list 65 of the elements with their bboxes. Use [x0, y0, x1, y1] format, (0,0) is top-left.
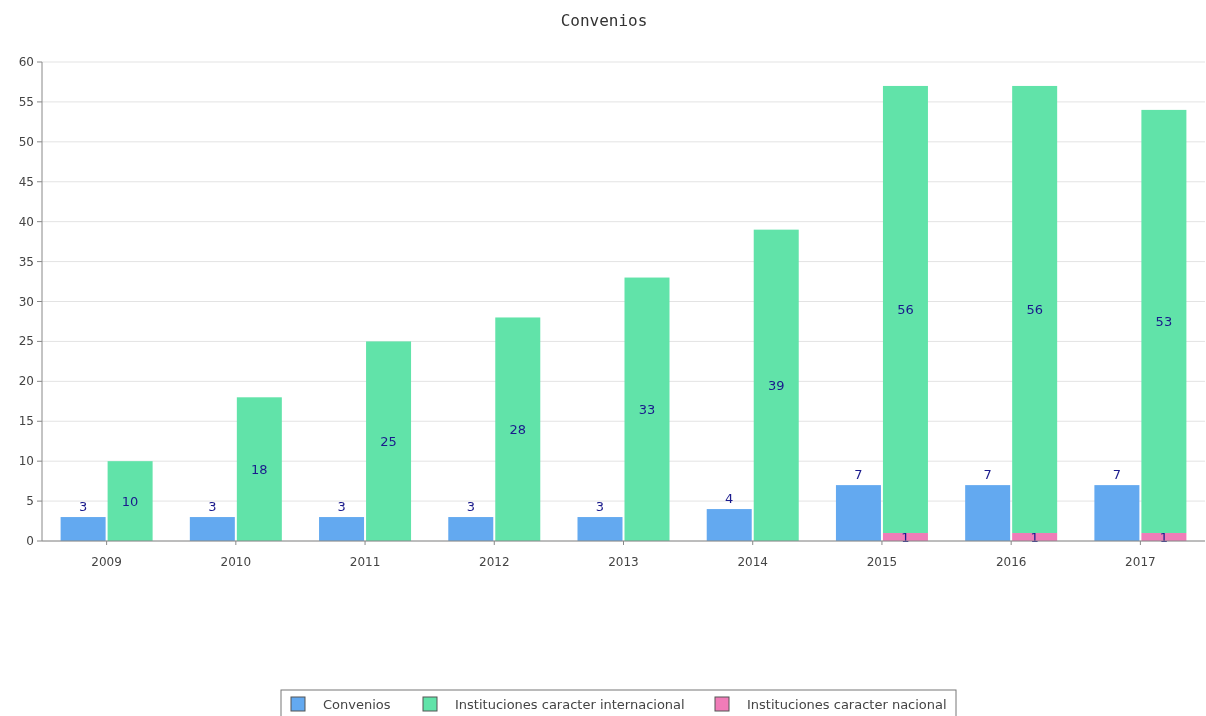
x-tick-label: 2015	[866, 555, 898, 569]
chart-title: Convenios	[560, 11, 648, 30]
legend-label: Instituciones caracter nacional	[747, 697, 947, 712]
bar	[577, 517, 623, 541]
x-tick-label: 2010	[220, 555, 252, 569]
data-label: 28	[509, 422, 527, 438]
y-tick-label: 50	[18, 134, 34, 149]
x-tick-label: 2016	[995, 555, 1027, 569]
data-label: 1	[1159, 530, 1169, 546]
data-label: 7	[983, 467, 992, 483]
data-label: 53	[1155, 314, 1173, 330]
y-tick-label: 25	[18, 334, 34, 349]
y-tick-label: 20	[18, 374, 34, 389]
bar	[965, 485, 1011, 541]
y-tick-label: 0	[26, 534, 34, 548]
data-label: 3	[337, 499, 346, 515]
bar	[495, 317, 541, 541]
data-label: 39	[767, 378, 785, 394]
data-label: 7	[1112, 467, 1122, 483]
bar	[60, 517, 106, 541]
legend-label: Instituciones caracter internacional	[455, 697, 685, 712]
bar	[1012, 85, 1058, 534]
data-label: 25	[380, 434, 397, 450]
bar	[624, 277, 670, 541]
data-label: 56	[897, 302, 914, 318]
bar	[1094, 485, 1140, 541]
y-tick-label: 55	[18, 94, 34, 109]
bar	[236, 397, 282, 541]
bar	[189, 517, 235, 541]
data-label: 18	[251, 462, 268, 478]
x-tick-label: 2013	[608, 555, 639, 569]
data-label: 3	[208, 499, 217, 515]
y-tick-label: 5	[26, 494, 34, 509]
y-tick-label: 35	[18, 254, 34, 269]
data-label: 56	[1026, 302, 1043, 318]
data-label: 3	[466, 499, 475, 515]
bar	[706, 509, 752, 541]
y-tick-label: 40	[18, 214, 34, 229]
bar	[319, 517, 365, 541]
data-label: 1	[901, 530, 910, 546]
bar	[882, 85, 928, 534]
y-tick-label: 45	[18, 174, 34, 189]
y-tick-label: 60	[18, 55, 34, 69]
bar	[366, 341, 412, 541]
bar	[107, 461, 153, 541]
bar	[753, 229, 799, 541]
bar	[1141, 109, 1187, 534]
bar	[448, 517, 494, 541]
y-tick-label: 30	[18, 294, 34, 309]
x-tick-label: 2011	[349, 555, 381, 569]
bar	[835, 485, 881, 541]
data-label: 3	[595, 499, 605, 515]
y-tick-label: 15	[18, 414, 34, 429]
legend-label: Convenios	[323, 697, 391, 712]
data-label: 3	[78, 499, 88, 515]
data-label: 7	[854, 467, 863, 483]
data-label: 10	[121, 494, 139, 510]
data-label: 4	[725, 491, 734, 507]
x-tick-label: 2009	[91, 555, 122, 569]
data-label: 33	[638, 402, 656, 418]
x-tick-label: 2014	[737, 555, 768, 569]
y-tick-label: 10	[18, 454, 34, 469]
x-tick-label: 2017	[1125, 555, 1156, 569]
x-tick-label: 2012	[479, 555, 510, 569]
data-label: 1	[1030, 530, 1039, 546]
